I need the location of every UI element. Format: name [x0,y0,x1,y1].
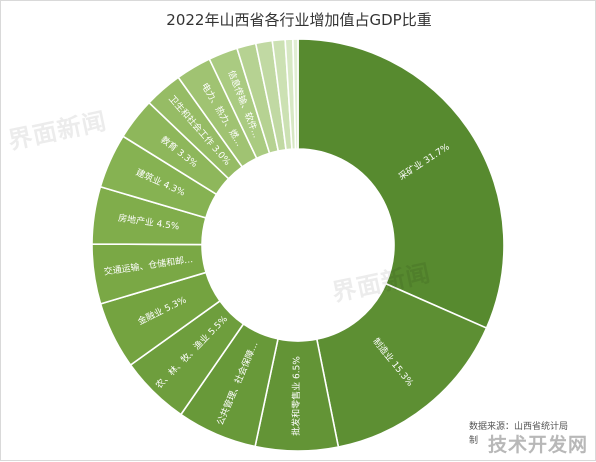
donut-slice [315,282,488,448]
site-badge: 技术开发网 [487,434,588,456]
donut-slice [292,38,299,150]
chart-title: 2022年山西省各行业增加值占GDP比重 [166,11,432,29]
donut-slice [297,38,505,330]
source-note: 数据来源：山西省统计局 [469,422,569,432]
producer-note: 制 [469,436,479,446]
slice-label: 批发和零售业 6.5% [290,356,303,436]
